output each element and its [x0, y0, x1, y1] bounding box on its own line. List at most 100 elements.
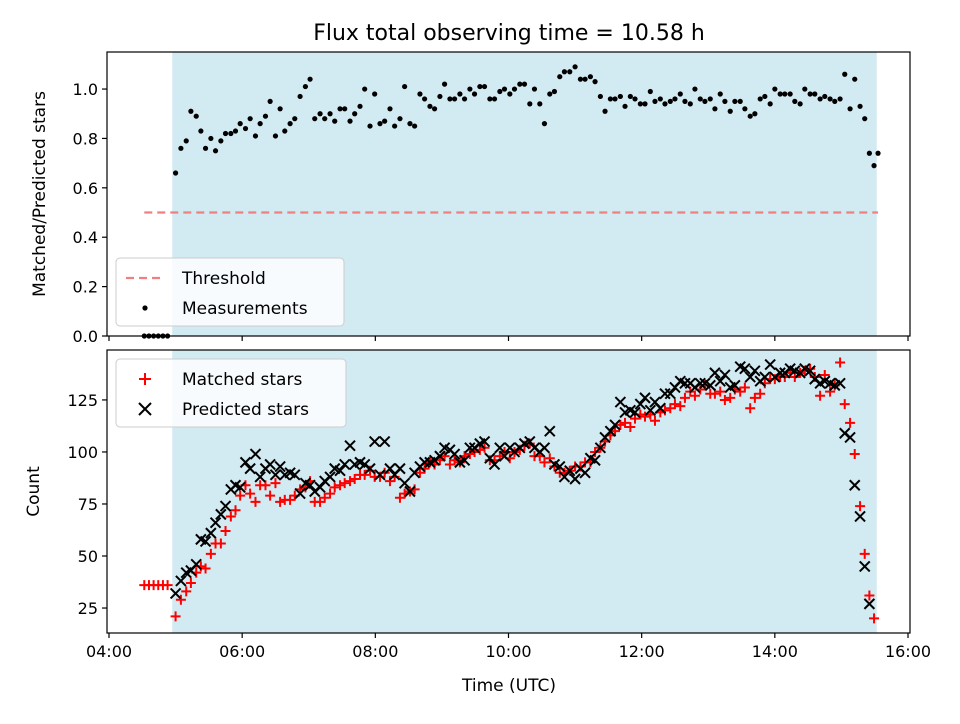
measurement-point [457, 91, 463, 97]
matched-star-point [339, 478, 350, 489]
measurement-point [642, 101, 648, 107]
measurement-point [531, 86, 538, 92]
matched-star-point [250, 496, 261, 507]
measurement-point [172, 170, 179, 176]
matched-star-point [162, 580, 173, 591]
predicted-star-point [849, 479, 861, 491]
measurement-point [487, 96, 493, 102]
y-axis-label: Matched/Predicted stars [30, 91, 50, 297]
measurement-point [297, 93, 303, 100]
predicted-star-point [774, 367, 786, 379]
measurement-point [612, 96, 618, 102]
matched-star-point [845, 417, 856, 428]
measurement-point [382, 118, 388, 124]
matched-star-point [175, 594, 186, 605]
measurement-point [412, 123, 418, 129]
measurement-point [712, 106, 718, 112]
predicted-star-point [234, 481, 246, 494]
legend-box [115, 358, 347, 428]
figure-title: Flux total observing time = 10.58 h [313, 21, 705, 46]
measurement-point [407, 121, 413, 127]
measurement-point [237, 121, 243, 127]
measurement-point [362, 86, 368, 92]
measurement-point [702, 98, 708, 104]
measurement-point [257, 121, 263, 127]
measurement-point [397, 116, 403, 122]
matched-star-point [335, 480, 346, 491]
measurement-point [875, 150, 881, 156]
matched-star-point [349, 474, 360, 485]
matched-star-point [220, 526, 231, 537]
predicted-star-point [494, 442, 506, 454]
measurement-point [782, 91, 788, 97]
matched-star-point [181, 586, 192, 597]
measurement-point [317, 111, 323, 117]
y-tick-label: 125 [67, 391, 98, 410]
measurement-point [587, 74, 593, 80]
predicted-star-point [488, 458, 501, 471]
measurement-point [572, 64, 578, 70]
measurement-point [481, 83, 488, 90]
matched-star-point [835, 357, 846, 368]
predicted-star-point [464, 442, 476, 454]
matched-star-point [170, 611, 181, 622]
measurement-point [228, 130, 234, 137]
predicted-star-point [844, 431, 856, 444]
panel-2: 04:00 06:00 08:00 10:00 12:00 14:00 16:00 25 50 7… [24, 349, 931, 661]
measurement-point [772, 86, 778, 92]
matched-star-point [679, 392, 690, 403]
predicted-star-point [709, 367, 721, 379]
measurement-point [517, 81, 523, 87]
measurement-point [632, 96, 638, 102]
predicted-star-point [364, 462, 376, 475]
measurement-point [183, 138, 189, 144]
measurement-point [392, 123, 398, 129]
measurement-point [471, 91, 478, 97]
predicted-star-point [264, 458, 276, 471]
measurement-point [737, 98, 743, 104]
measurement-point [367, 123, 373, 129]
measurement-point [682, 98, 688, 104]
matched-star-point [869, 613, 880, 624]
measurement-point [178, 145, 184, 151]
legend: Matched stars Predicted stars [115, 358, 347, 428]
legend-box [115, 257, 345, 327]
x-tick-label: 10:00 [485, 642, 531, 661]
y-tick-label: 25 [78, 599, 98, 618]
matched-star-point [319, 492, 330, 503]
predicted-star-point [205, 527, 217, 539]
predicted-star-point [374, 469, 386, 481]
measurement-point [847, 106, 853, 112]
matched-star-point [749, 392, 760, 403]
measurement-point [551, 88, 558, 95]
measurement-point [497, 88, 503, 95]
predicted-star-point [324, 471, 336, 483]
measurement-point [852, 76, 858, 82]
matched-star-point [235, 490, 246, 501]
predicted-star-point [219, 500, 232, 512]
measurement-point [467, 86, 473, 92]
matched-star-point [825, 386, 836, 397]
predicted-star-point [804, 365, 816, 377]
measurement-point [208, 135, 214, 142]
predicted-star-point [729, 379, 741, 392]
measurement-point [802, 86, 808, 92]
matched-star-point [739, 382, 750, 393]
predicted-star-point [609, 419, 621, 431]
panels: 0.0 0.2 0.4 0.6 0.8 1.0 Matched/Predicted star… [24, 51, 931, 661]
predicted-star-point [314, 481, 326, 494]
legend-measurement-swatch [142, 305, 148, 311]
measurement-point [832, 98, 838, 104]
matched-star-point [715, 386, 726, 397]
measurement-point [188, 108, 194, 114]
measurement-point [417, 91, 423, 97]
matched-star-point [265, 490, 276, 501]
measurement-point [697, 96, 703, 102]
legend-entry: Threshold [181, 269, 266, 289]
predicted-star-point [448, 448, 461, 460]
measurement-point [602, 108, 608, 114]
measurement-point [193, 113, 199, 119]
measurement-point [812, 91, 818, 97]
